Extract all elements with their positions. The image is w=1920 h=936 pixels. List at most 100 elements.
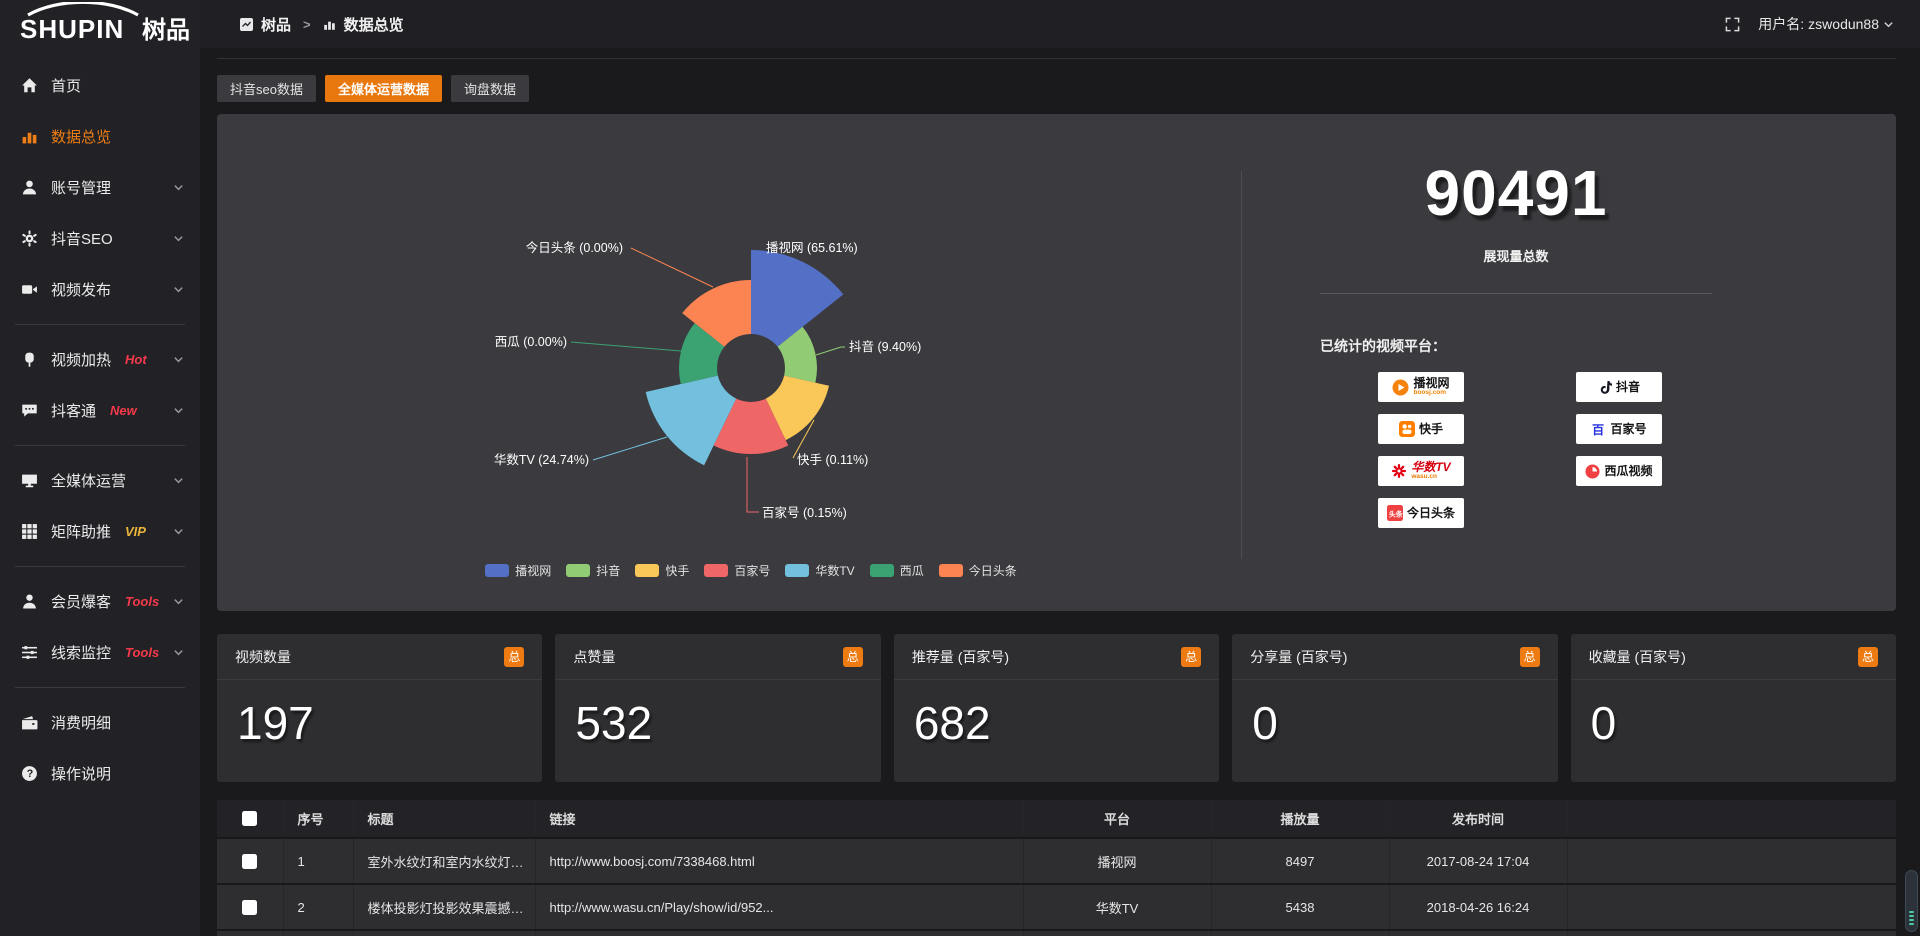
user-menu[interactable]: 用户名: zswodun88 xyxy=(1758,14,1894,34)
summary-section: 90491 展现量总数 已统计的视频平台： 播视网 boosj.com 抖音 快手 百百… xyxy=(1242,114,1896,611)
main-content: 抖音seo数据 全媒体运营数据 询盘数据 播视网 (65.61%) 抖音 (9.40%… xyxy=(200,48,1920,936)
stat-card-value: 0 xyxy=(1252,697,1278,749)
sidebar-badge-Tools: Tools xyxy=(125,645,160,660)
row-url-link[interactable]: http://www.boosj.com/7338468.html xyxy=(534,838,1023,884)
sidebar-item-消费明细[interactable]: 消费明细 xyxy=(0,697,200,748)
platform-name: 播视网 xyxy=(1413,376,1450,391)
legend-item-快手[interactable]: 快手 xyxy=(635,562,689,579)
row-index: 1 xyxy=(282,838,353,884)
chevron-down-icon xyxy=(173,647,184,658)
legend-item-今日头条[interactable]: 今日头条 xyxy=(938,562,1017,579)
username: zswodun88 xyxy=(1808,16,1879,32)
sidebar-item-线索监控[interactable]: 线索监控 Tools xyxy=(0,627,200,678)
pie-slice-百家号[interactable] xyxy=(713,398,789,455)
sidebar-badge-Tools: Tools xyxy=(125,594,160,609)
sidebar-badge-Hot: Hot xyxy=(125,352,147,367)
row-url-link[interactable]: http://www.wasu.cn/Play/show/id/952... xyxy=(534,884,1023,930)
sidebar-item-视频发布[interactable]: 视频发布 xyxy=(0,264,200,315)
platform-badge-西瓜视频: 西瓜视频 xyxy=(1576,456,1662,486)
breadcrumb-root[interactable]: 树品 xyxy=(261,16,292,34)
sidebar-item-label: 首页 xyxy=(51,78,82,95)
sidebar-item-抖客通[interactable]: 抖客通 New xyxy=(0,385,200,436)
member-icon xyxy=(21,593,38,610)
sidebar-divider xyxy=(15,566,185,567)
bar-chart-icon xyxy=(323,18,336,31)
sidebar-item-视频加热[interactable]: 视频加热 Hot xyxy=(0,334,200,385)
legend-item-西瓜[interactable]: 西瓜 xyxy=(869,562,924,579)
pie-label-抖音: 抖音 (9.40%) xyxy=(849,339,921,354)
row-checkbox[interactable] xyxy=(242,853,258,869)
pie-slice-今日头条[interactable] xyxy=(682,280,751,347)
chart-panel: 播视网 (65.61%) 抖音 (9.40%) 快手 (0.11%) 百家号 (0.1… xyxy=(217,114,1896,611)
column-header-平台: 平台 xyxy=(1022,800,1211,838)
tab-抖音seo数据[interactable]: 抖音seo数据 xyxy=(217,75,316,102)
row-platform: 华数TV xyxy=(1022,884,1211,930)
legend-label: 西瓜 xyxy=(899,564,924,578)
breadcrumb: 树品 > 数据总览 xyxy=(240,14,404,35)
table-row: 1室外水纹灯和室内水纹灯的区别和简介http://www.boosj.com/7… xyxy=(217,838,1896,884)
table-row-partial xyxy=(217,930,1896,936)
row-title-link[interactable]: 楼体投影灯投影效果震撼上市 xyxy=(352,884,535,930)
tab-全媒体运营数据[interactable]: 全媒体运营数据 xyxy=(324,75,442,102)
legend-item-华数TV[interactable]: 华数TV xyxy=(785,562,855,579)
sidebar-item-会员爆客[interactable]: 会员爆客 Tools xyxy=(0,576,200,627)
select-all-checkbox[interactable] xyxy=(242,811,258,826)
legend-swatch xyxy=(485,564,510,577)
user-label: 用户名: xyxy=(1758,16,1805,32)
panel-divider xyxy=(1241,171,1242,559)
pie-label-line-抖音 xyxy=(815,346,845,356)
legend-label: 华数TV xyxy=(815,564,855,578)
scrollbar-thumb[interactable] xyxy=(1905,870,1918,932)
pie-slice-抖音[interactable] xyxy=(777,326,817,383)
svg-text:SHUPIN: SHUPIN xyxy=(20,14,124,44)
pie-label-西瓜: 西瓜 (0.00%) xyxy=(495,335,567,349)
sidebar-item-抖音SEO[interactable]: 抖音SEO xyxy=(0,213,200,264)
legend-label: 百家号 xyxy=(734,564,771,578)
legend-item-播视网[interactable]: 播视网 xyxy=(485,562,551,579)
sidebar-item-账号管理[interactable]: 账号管理 xyxy=(0,162,200,213)
pie-slice-华数TV[interactable] xyxy=(645,375,737,466)
sidebar-item-label: 数据总览 xyxy=(51,129,112,146)
sidebar-item-首页[interactable]: 首页 xyxy=(0,60,200,111)
platform-badges: 播视网 boosj.com 抖音 快手 百百家号 华数TV wasu.cn 西瓜视频 头条 今日头… xyxy=(1378,372,1712,528)
pie-label-line-百家号 xyxy=(746,457,759,513)
sidebar-item-label: 账号管理 xyxy=(51,180,112,197)
fullscreen-icon[interactable] xyxy=(1725,17,1740,32)
douyin-logo-icon xyxy=(1598,380,1612,395)
pie-slice-快手[interactable] xyxy=(765,375,829,441)
legend-item-百家号[interactable]: 百家号 xyxy=(704,562,770,579)
logo[interactable]: SHUPIN 树品 xyxy=(0,0,200,48)
partial-cell xyxy=(352,930,535,936)
sidebar-item-label: 视频加热 xyxy=(51,352,112,369)
sidebar-item-操作说明[interactable]: ? 操作说明 xyxy=(0,748,200,799)
chevron-down-icon xyxy=(173,475,184,486)
sidebar-item-label: 消费明细 xyxy=(51,715,112,732)
partial-cell xyxy=(1022,930,1211,936)
sidebar-item-全媒体运营[interactable]: 全媒体运营 xyxy=(0,455,200,506)
tab-询盘数据[interactable]: 询盘数据 xyxy=(450,75,529,102)
pie-label-line-西瓜 xyxy=(570,341,682,352)
stat-card-value: 0 xyxy=(1590,697,1617,749)
legend-item-抖音[interactable]: 抖音 xyxy=(566,562,620,579)
sidebar-item-label: 全媒体运营 xyxy=(51,473,127,490)
pie-slice-播视网[interactable] xyxy=(751,249,844,347)
wallet-icon xyxy=(21,714,38,731)
partial-cell xyxy=(282,930,353,936)
toutiao-logo-icon: 头条 xyxy=(1386,505,1403,521)
pie-label-line-快手 xyxy=(792,419,815,459)
stat-card-label: 推荐量 (百家号) xyxy=(911,648,1010,665)
chart-icon xyxy=(21,128,38,145)
partial-cell xyxy=(1566,930,1896,936)
stat-card-label: 视频数量 xyxy=(235,648,291,665)
row-time: 2017-08-24 17:04 xyxy=(1388,838,1567,884)
chevron-down-icon xyxy=(1884,21,1893,27)
platform-name: 百家号 xyxy=(1610,421,1647,436)
sidebar-item-矩阵助推[interactable]: 矩阵助推 VIP xyxy=(0,506,200,557)
sidebar-item-数据总览[interactable]: 数据总览 xyxy=(0,111,200,162)
user-area: 用户名: zswodun88 xyxy=(1725,14,1920,34)
row-checkbox[interactable] xyxy=(242,899,258,915)
legend-label: 抖音 xyxy=(596,564,621,578)
row-title-link[interactable]: 室外水纹灯和室内水纹灯的区别和简介 xyxy=(352,838,535,884)
pie-slice-西瓜[interactable] xyxy=(678,323,725,384)
